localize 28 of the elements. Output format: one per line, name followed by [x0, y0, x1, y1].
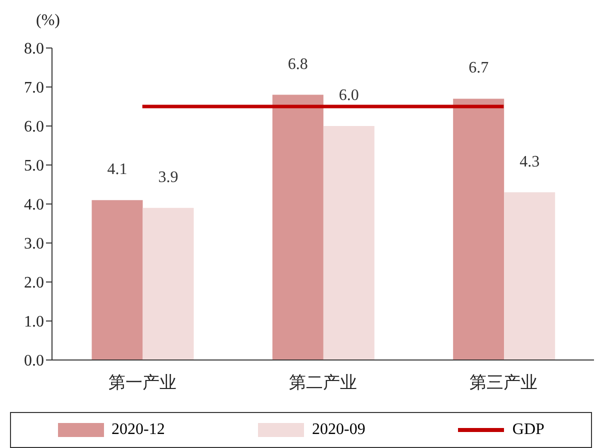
y-tick-label: 1.0	[24, 314, 44, 331]
y-tick-label: 4.0	[24, 196, 44, 214]
bar	[92, 200, 143, 360]
bar	[323, 126, 374, 360]
bar	[142, 208, 194, 360]
y-tick-label: 3.0	[24, 236, 44, 253]
x-tick-label: 第二产业	[289, 373, 357, 392]
data-label: 3.9	[158, 168, 178, 186]
legend-label: GDP	[512, 421, 544, 439]
data-label: 6.8	[288, 56, 308, 73]
y-tick-label: 8.0	[24, 40, 44, 58]
bar	[504, 192, 556, 360]
y-tick-label: 5.0	[24, 158, 44, 175]
data-label: 6.0	[338, 87, 359, 104]
bar	[272, 94, 324, 360]
data-label: 4.1	[107, 161, 128, 178]
legend-label: 2020-12	[112, 421, 165, 439]
legend-label: 2020-09	[312, 421, 366, 439]
y-tick-label: 7.0	[24, 80, 44, 97]
data-label: 4.3	[520, 153, 540, 170]
y-tick-label: 0.0	[24, 352, 44, 370]
y-axis-title: (%)	[36, 12, 60, 30]
x-tick-label: 第三产业	[470, 373, 538, 392]
y-tick-label: 2.0	[24, 274, 44, 292]
data-label: 6.7	[468, 60, 489, 77]
x-tick-label: 第一产业	[108, 373, 176, 392]
y-tick-label: 6.0	[24, 118, 44, 136]
bar	[453, 98, 504, 360]
